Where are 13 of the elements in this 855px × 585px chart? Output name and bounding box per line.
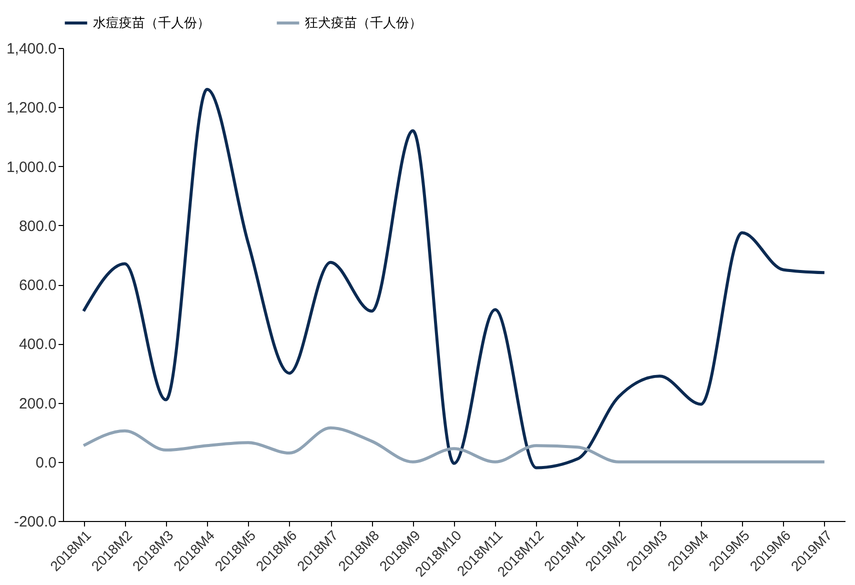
y-tick-label: 1,200.0 <box>6 100 56 117</box>
y-tick-label: 200.0 <box>18 395 56 412</box>
legend-label: 水痘疫苗（千人份） <box>93 16 210 31</box>
y-tick-label: -200.0 <box>14 514 56 530</box>
y-tick-label: 1,400.0 <box>6 40 56 58</box>
y-tick-label: 600.0 <box>18 277 56 294</box>
y-tick-label: 0.0 <box>36 454 56 472</box>
y-tick-label: 400.0 <box>18 336 56 354</box>
line-series <box>82 426 826 464</box>
y-tick-label: 1,000.0 <box>6 158 56 176</box>
line-series <box>82 88 826 470</box>
legend-label: 狂犬疫苗（千人份） <box>305 16 422 31</box>
y-tick-label: 800.0 <box>18 218 56 235</box>
